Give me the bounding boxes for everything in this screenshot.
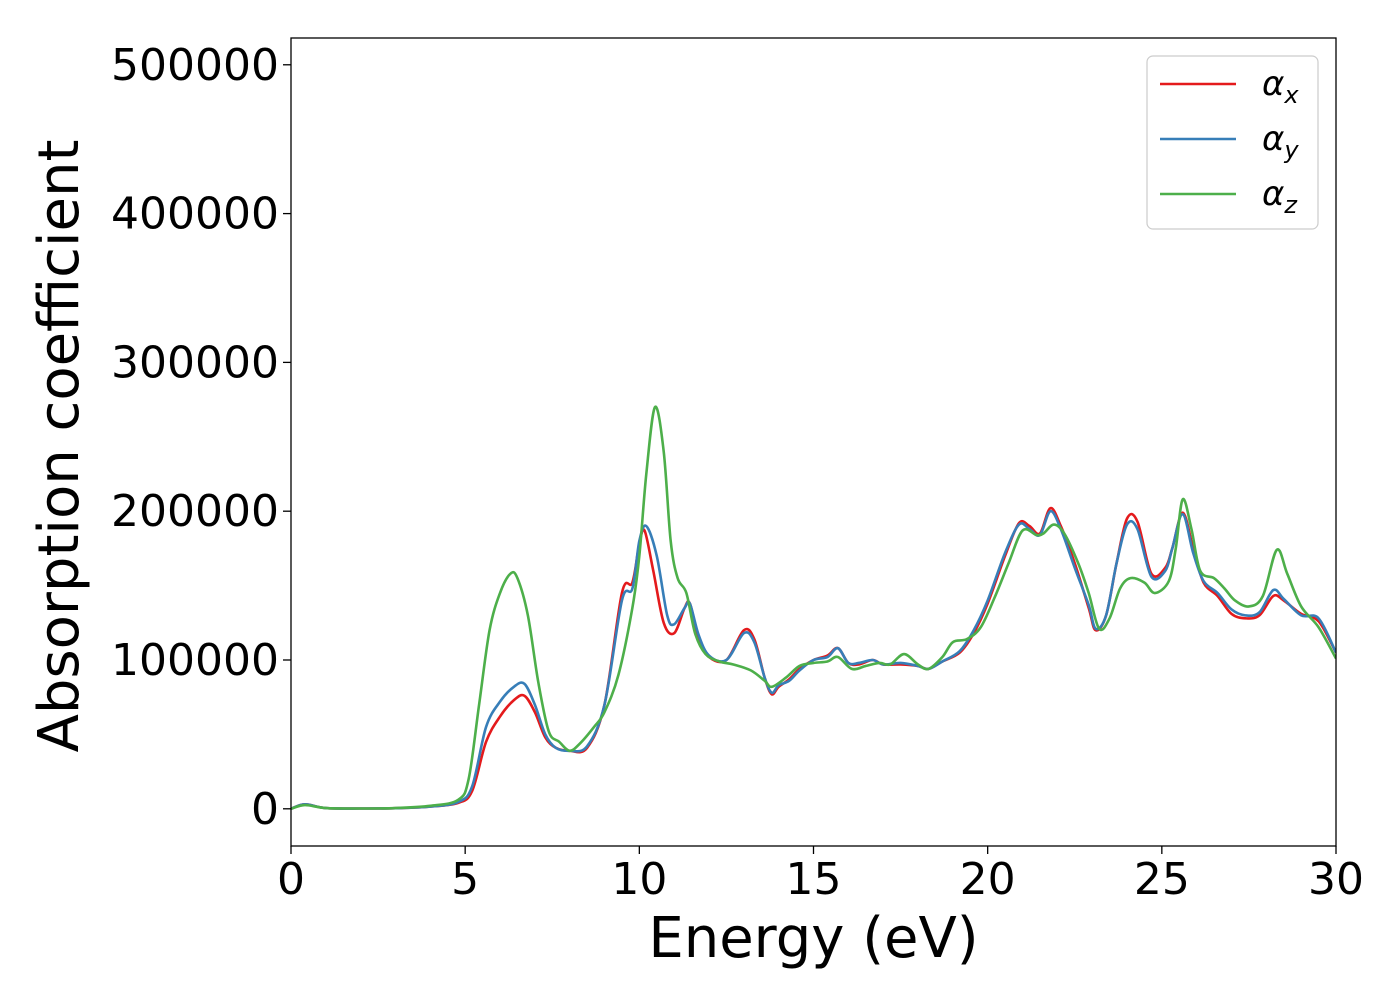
x-axis-label: Energy (eV) xyxy=(648,906,978,971)
y-tick-label: 300000 xyxy=(111,337,279,388)
y-tick-label: 500000 xyxy=(111,40,279,91)
series-line-z xyxy=(291,405,1336,811)
y-tick-label: 0 xyxy=(251,784,279,835)
y-tick-label: 100000 xyxy=(111,635,279,686)
y-axis-ticks: 0 100000 200000 300000 400000 500000 xyxy=(111,40,291,835)
y-axis-label: Absorption coefficient xyxy=(27,140,92,753)
legend: αx αy αz xyxy=(1146,55,1319,230)
legend-label-z: αz xyxy=(1262,174,1298,219)
y-tick-label: 400000 xyxy=(111,189,279,240)
x-tick-label: 25 xyxy=(1134,854,1190,905)
x-tick-label: 30 xyxy=(1308,854,1364,905)
x-tick-label: 15 xyxy=(786,854,842,905)
x-tick-label: 0 xyxy=(277,854,305,905)
x-tick-label: 20 xyxy=(960,854,1016,905)
legend-box xyxy=(1146,55,1319,230)
legend-label-y: αy xyxy=(1262,119,1299,164)
series-line-x xyxy=(291,506,1336,811)
x-tick-label: 10 xyxy=(611,854,667,905)
legend-label-x: αx xyxy=(1262,64,1299,109)
x-tick-label: 5 xyxy=(451,854,479,905)
x-axis-ticks: 0 5 10 15 20 25 30 xyxy=(277,846,1364,905)
y-tick-label: 200000 xyxy=(111,486,279,537)
series-line-y xyxy=(291,509,1336,811)
series-layer xyxy=(291,405,1336,811)
